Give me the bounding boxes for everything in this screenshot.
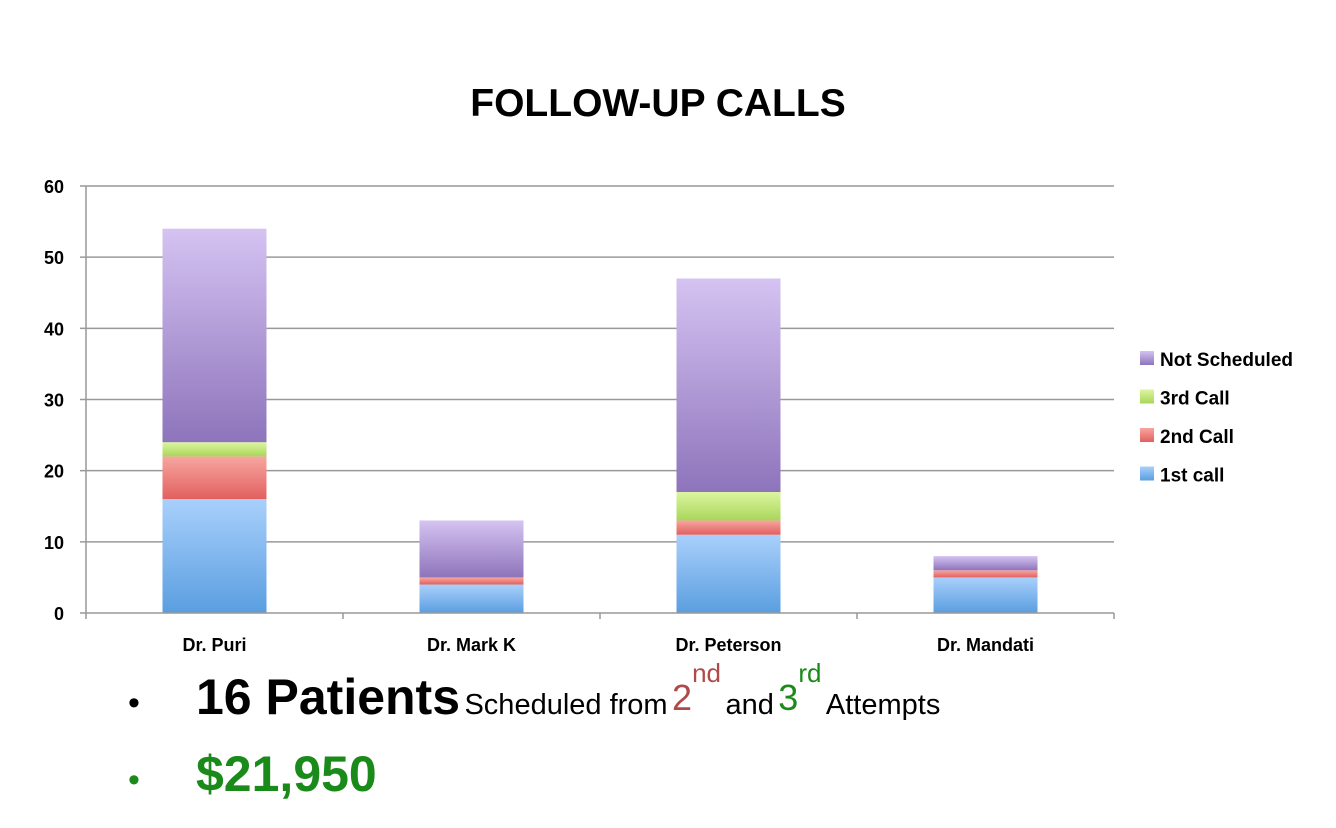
bar-segment-not-scheduled	[162, 228, 267, 443]
y-tick-label: 0	[54, 604, 64, 624]
bar-segment-not-scheduled	[676, 278, 781, 493]
x-tick-label: Dr. Mandati	[937, 635, 1034, 655]
bar-segment-first-call	[162, 499, 267, 613]
bars	[162, 228, 1038, 613]
legend-label-second-call: 2nd Call	[1160, 427, 1234, 448]
y-tick-label: 10	[44, 533, 64, 553]
bar-segment-first-call	[676, 534, 781, 613]
y-tick-label: 30	[44, 391, 64, 411]
x-tick-label: Dr. Mark K	[427, 635, 516, 655]
bar-segment-third-call	[676, 492, 781, 521]
x-tick-label: Dr. Puri	[182, 635, 246, 655]
legend-swatch-third-call	[1140, 389, 1154, 404]
legend-swatch-not-scheduled	[1140, 351, 1154, 365]
bar-segment-second-call	[162, 456, 267, 500]
bar-segment-second-call	[676, 520, 781, 535]
axes: 0 10 20 30 40 50 60 Dr. Puri Dr. Mark K Dr. Peter…	[44, 177, 1115, 655]
bar-segment-not-scheduled	[419, 520, 524, 578]
y-tick-label: 50	[44, 248, 64, 268]
y-tick-label: 60	[44, 177, 64, 197]
bar-segment-not-scheduled	[933, 556, 1038, 571]
y-tick-label: 20	[44, 462, 64, 482]
x-tick-label: Dr. Peterson	[675, 635, 781, 655]
bar-segment-second-call	[419, 577, 524, 585]
y-tick-label: 40	[44, 319, 64, 339]
legend-label-third-call: 3rd Call	[1160, 389, 1230, 410]
legend-label-first-call: 1st call	[1160, 466, 1224, 487]
legend-label-not-scheduled: Not Scheduled	[1160, 350, 1293, 371]
legend-swatch-first-call	[1140, 466, 1154, 481]
legend-swatch-second-call	[1140, 428, 1154, 442]
bar-segment-third-call	[162, 442, 267, 457]
legend: Not Scheduled 3rd Call 2nd Call 1st call	[1140, 350, 1293, 487]
slide-title: FOLLOW-UP CALLS	[470, 82, 846, 125]
bar-segment-second-call	[933, 570, 1038, 578]
bar-segment-first-call	[419, 584, 524, 613]
bar-segment-first-call	[933, 577, 1038, 613]
